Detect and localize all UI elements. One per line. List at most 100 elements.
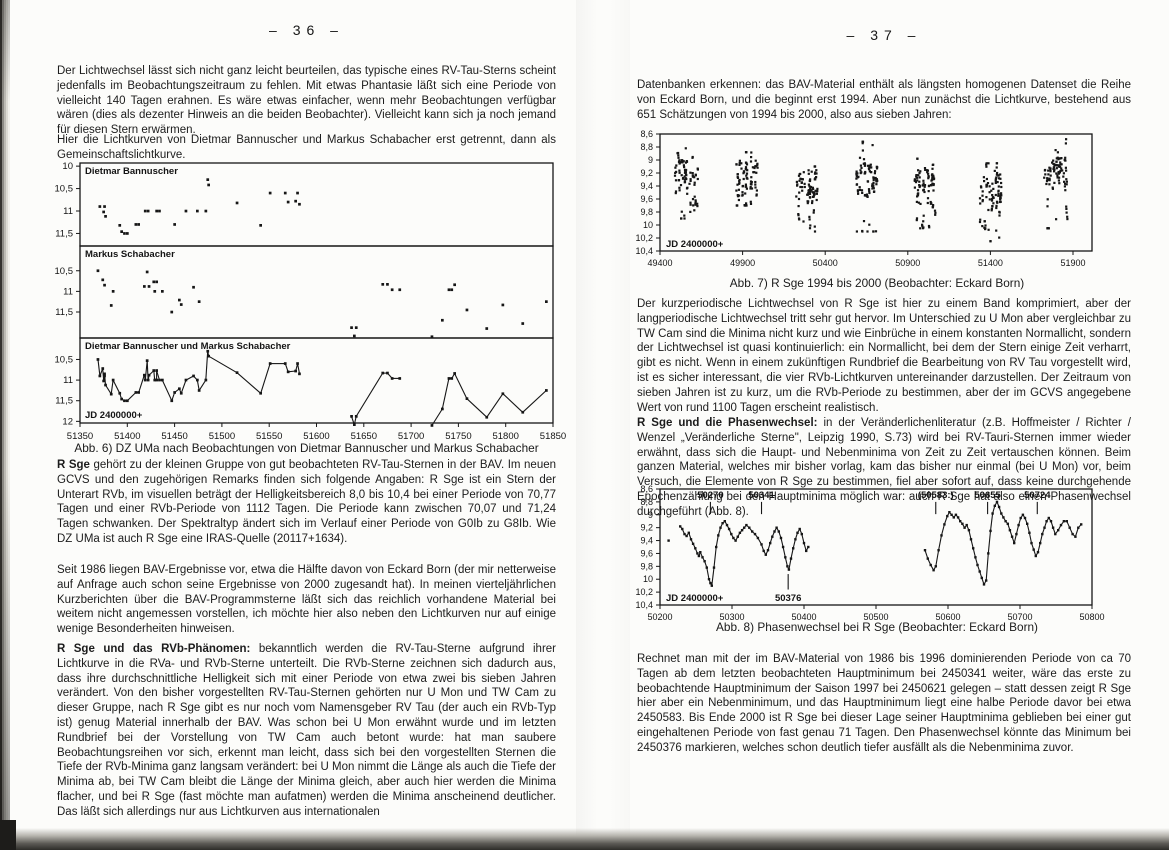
svg-text:51800: 51800 — [492, 431, 518, 442]
svg-text:10: 10 — [62, 161, 73, 172]
svg-text:11,5: 11,5 — [55, 228, 73, 239]
svg-text:51850: 51850 — [540, 431, 566, 442]
paragraph-text: Rechnet man mit der im BAV-Material von … — [637, 653, 1131, 754]
paragraph-text: Seit 1986 liegen BAV-Ergebnisse vor, etw… — [57, 564, 556, 636]
svg-text:50200: 50200 — [647, 612, 672, 622]
svg-text:51400: 51400 — [114, 431, 140, 442]
svg-text:(50583:): (50583:) — [918, 490, 954, 501]
paragraph: R Sge und die Phasenwechsel: in der Verä… — [637, 416, 1131, 520]
paragraph: Der kurzperiodische Lichtwechsel von R S… — [637, 297, 1131, 415]
svg-text:Dietmar Bannuscher und Markus: Dietmar Bannuscher und Markus Schabacher — [85, 341, 291, 352]
svg-text:9,6: 9,6 — [640, 548, 653, 558]
svg-text:51400: 51400 — [978, 258, 1003, 268]
svg-text:50600: 50600 — [935, 612, 960, 622]
paragraph-lead: R Sge und die Phasenwechsel: — [637, 417, 818, 429]
paragraph-text: Datenbanken erkennen: das BAV-Material e… — [637, 79, 1131, 121]
svg-text:10,4: 10,4 — [635, 600, 653, 610]
paragraph-text: Der kurzperiodische Lichtwechsel von R S… — [637, 298, 1131, 414]
svg-text:11: 11 — [63, 286, 73, 297]
svg-text:50700: 50700 — [1007, 612, 1032, 622]
svg-text:Markus Schabacher: Markus Schabacher — [85, 249, 175, 260]
svg-text:10: 10 — [643, 574, 653, 584]
svg-text:11: 11 — [63, 375, 73, 386]
svg-text:11,5: 11,5 — [55, 307, 73, 318]
figure-caption-abb6: Abb. 6) DZ UMa nach Beobachtungen von Di… — [74, 441, 539, 455]
svg-text:9: 9 — [648, 510, 653, 520]
svg-text:49900: 49900 — [730, 258, 755, 268]
svg-text:51900: 51900 — [1060, 258, 1085, 268]
svg-text:8,8: 8,8 — [640, 142, 653, 152]
page-number-36: – 36 – — [269, 22, 344, 38]
svg-text:51450: 51450 — [161, 431, 187, 442]
svg-text:10,5: 10,5 — [55, 354, 74, 365]
svg-text:50800: 50800 — [1079, 612, 1104, 622]
svg-text:50341: 50341 — [748, 490, 775, 501]
svg-text:50724: 50724 — [1024, 490, 1051, 501]
svg-text:50500: 50500 — [863, 612, 888, 622]
scan-bottom-edge — [0, 828, 1169, 850]
svg-text:Dietmar Bannuscher: Dietmar Bannuscher — [85, 166, 178, 177]
svg-text:8,6: 8,6 — [640, 129, 653, 139]
svg-text:50900: 50900 — [895, 258, 920, 268]
light-curve-chart-abb6: 10 10,5 11 11,5 Dietmar Bannuscher 10,5 11 11,5… — [55, 161, 567, 442]
paragraph-text: in der Veränderlichenliteratur (z.B. Hof… — [637, 417, 1131, 518]
svg-text:51350: 51350 — [67, 431, 93, 442]
svg-text:51600: 51600 — [303, 431, 329, 442]
svg-text:9,6: 9,6 — [640, 194, 653, 204]
scan-bottom-corner — [0, 820, 16, 850]
figure-caption-abb7: Abb. 7) R Sge 1994 bis 2000 (Beobachter:… — [729, 276, 1025, 290]
svg-text:50300: 50300 — [719, 612, 744, 622]
svg-text:9,4: 9,4 — [640, 181, 653, 191]
paragraph: Hier die Lichtkurven von Dietmar Bannusc… — [57, 133, 556, 163]
paragraph: Datenbanken erkennen: das BAV-Material e… — [637, 78, 1131, 122]
svg-text:50270: 50270 — [697, 490, 723, 501]
svg-text:JD 2400000+: JD 2400000+ — [85, 410, 143, 421]
svg-text:10,2: 10,2 — [635, 233, 653, 243]
svg-text:10,5: 10,5 — [55, 266, 74, 277]
page-gutter-shadow — [576, 0, 630, 850]
svg-text:51650: 51650 — [351, 431, 377, 442]
paragraph-lead: R Sge und das RVb-Phänomen: — [57, 643, 251, 655]
figure-caption-abb8: Abb. 8) Phasenwechsel bei R Sge (Beobach… — [716, 620, 1038, 634]
svg-text:11,5: 11,5 — [55, 396, 73, 407]
svg-text:9: 9 — [648, 155, 653, 165]
svg-text:51500: 51500 — [209, 431, 235, 442]
light-curve-chart-abb8: 8,6 8,8 9 9,2 9,4 9,6 9,8 10 10,2 10,4 50200 50300 5… — [635, 484, 1104, 622]
svg-text:10,5: 10,5 — [55, 184, 74, 195]
svg-text:50376: 50376 — [775, 593, 801, 604]
svg-text:49400: 49400 — [647, 258, 672, 268]
svg-text:50655: 50655 — [974, 490, 1001, 501]
svg-text:9,8: 9,8 — [640, 207, 653, 217]
svg-text:50400: 50400 — [813, 258, 838, 268]
svg-text:50400: 50400 — [791, 612, 816, 622]
paragraph-text: gehört zu der kleinen Gruppe von gut beo… — [57, 459, 557, 545]
light-curve-chart-abb7: 8,6 8,8 9 9,2 9,4 9,6 9,8 10 10,2 10,4 49400 49900 5… — [635, 129, 1093, 268]
paragraph: R Sge und das RVb-Phänomen: bekanntlich … — [57, 642, 556, 820]
paragraph: Der Lichtwechsel lässt sich nicht ganz l… — [57, 64, 556, 138]
svg-text:51550: 51550 — [256, 431, 282, 442]
svg-text:51750: 51750 — [445, 431, 471, 442]
svg-text:10,4: 10,4 — [635, 246, 653, 256]
scan-left-edge — [0, 0, 10, 850]
paragraph: Rechnet man mit der im BAV-Material von … — [637, 652, 1131, 756]
paragraph-text: Der Lichtwechsel lässt sich nicht ganz l… — [57, 65, 556, 137]
paragraph-text: bekanntlich werden die RV-Tau-Sterne auf… — [57, 643, 556, 818]
svg-text:9,4: 9,4 — [640, 536, 653, 546]
svg-text:8,6: 8,6 — [640, 484, 653, 494]
svg-text:JD 2400000+: JD 2400000+ — [666, 593, 724, 604]
svg-text:9,2: 9,2 — [640, 168, 653, 178]
svg-text:9,8: 9,8 — [640, 561, 653, 571]
svg-text:JD 2400000+: JD 2400000+ — [666, 239, 724, 250]
svg-text:8,8: 8,8 — [640, 497, 653, 507]
paragraph-text: Hier die Lichtkurven von Dietmar Bannusc… — [57, 134, 556, 161]
svg-text:9,2: 9,2 — [640, 523, 653, 533]
svg-text:51700: 51700 — [398, 431, 424, 442]
svg-text:10: 10 — [643, 220, 653, 230]
left-page: – 36 – Der Lichtwechsel lässt sich nicht… — [57, 0, 556, 850]
page-number-37: – 37 – — [846, 27, 922, 43]
right-page: – 37 – Datenbanken erkennen: das BAV-Mat… — [637, 0, 1131, 850]
svg-text:11: 11 — [63, 206, 73, 217]
svg-text:12: 12 — [62, 416, 73, 427]
paragraph: R Sge gehört zu der kleinen Gruppe von g… — [57, 458, 556, 547]
